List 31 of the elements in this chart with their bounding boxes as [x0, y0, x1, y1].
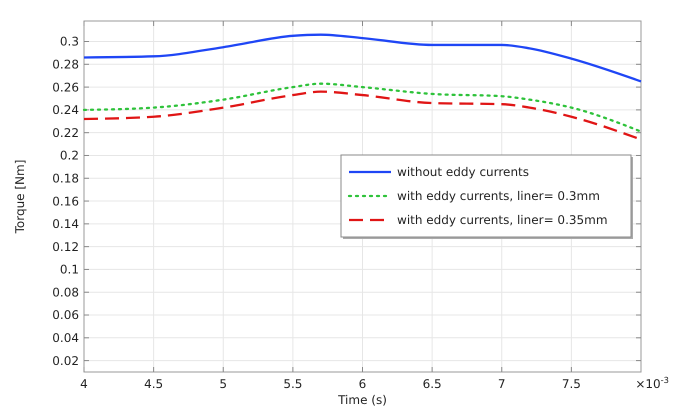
- y-tick-label: 0.2: [60, 148, 79, 163]
- y-tick-label: 0.26: [52, 80, 79, 94]
- x-tick-label: 5: [219, 377, 228, 391]
- legend-label: with eddy currents, liner= 0.3mm: [397, 189, 600, 204]
- x-axis-title: Time (s): [337, 393, 387, 407]
- line-series: [82, 82, 642, 133]
- line-series: [82, 34, 642, 83]
- x-tick-label: 6: [358, 377, 366, 391]
- x-tick-label: 5.5: [283, 377, 302, 391]
- y-tick-label: 0.28: [52, 58, 79, 72]
- y-tick-label: 0.12: [52, 240, 79, 254]
- x-tick-label: 7: [498, 377, 506, 391]
- x-tick-label: 6.5: [422, 377, 442, 391]
- x-tick-label: 4.5: [144, 377, 164, 391]
- x-tick-label: 7.5: [562, 377, 581, 391]
- y-tick-label: 0.16: [52, 194, 79, 208]
- y-tick-label: 0.1: [60, 262, 79, 277]
- y-tick-label: 0.02: [52, 354, 79, 368]
- y-tick-label: 0.04: [52, 331, 79, 346]
- legend-label: without eddy currents: [397, 165, 529, 180]
- legend-label: with eddy currents, liner= 0.35mm: [397, 213, 608, 228]
- y-tick-label: 0.22: [52, 126, 79, 140]
- y-axis-title: Torque [Nm]: [13, 160, 27, 234]
- y-tick-label: 0.18: [52, 171, 79, 186]
- y-tick-label: 0.24: [52, 103, 79, 118]
- x-tick-label: 4: [80, 377, 88, 391]
- y-tick-label: 0.06: [52, 308, 79, 322]
- y-tick-label: 0.3: [60, 34, 79, 49]
- text: ×10$^{-3}$: [635, 375, 669, 391]
- y-tick-label: 0.08: [52, 285, 79, 300]
- y-tick-label: 0.14: [52, 217, 79, 232]
